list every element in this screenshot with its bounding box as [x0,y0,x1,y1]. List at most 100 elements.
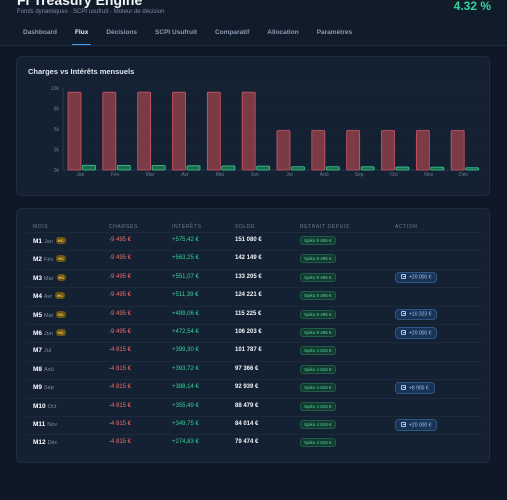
table-row: M5 Mai HC -9 495 € +499,06 € 115 225 € Spiko 9… [17,305,491,324]
month-name: Jan [44,239,53,245]
x-tick-label: Nov [424,172,433,178]
interets-cell: +472,54 € [172,329,199,335]
bar-charges[interactable] [346,130,361,171]
row-divider [27,360,481,362]
interets-cell: +511,39 € [172,292,199,299]
interets-cell: +388,14 € [172,384,199,391]
row-divider [27,250,481,252]
bar-charges[interactable] [241,91,256,171]
bar-charges[interactable] [276,130,291,171]
month-name: Nov [47,422,58,428]
month-cell: M4 Avr HC [33,292,65,300]
month-cell: M9 Sep [33,384,54,391]
interets-cell: +499,06 € [172,310,199,317]
bar-interets[interactable] [465,167,480,171]
bar-interets[interactable] [221,165,236,171]
tab-parametres[interactable]: Paramètres [316,29,353,36]
bar-charges[interactable] [137,91,152,171]
row-divider [27,416,481,417]
bar-charges[interactable] [415,130,430,171]
action-amount: +20 000 € [409,274,432,281]
bar-charges[interactable] [311,130,326,171]
solde-cell: 133 205 € [235,273,262,280]
charges-cell: -9 495 € [109,237,132,243]
month-name: Oct [47,403,57,410]
tab-decisions[interactable]: Décisions [106,29,138,36]
month-cell: M5 Mai HC [33,310,66,319]
app-header: FI Treasury Engine Fonds dynamiques · SC… [0,0,507,46]
row-divider [27,305,481,307]
table-row: M11 Nov -4 815 € +349,75 € 84 014 € Spiko 4 8… [17,416,491,434]
x-tick-label: Fév [111,172,120,178]
table-row: M1 Jan HC -9 495 € +575,42 € 151 080 € Spiko 9… [17,232,491,250]
month-id: M5 [33,311,43,319]
action-button[interactable]: +20 000 € [395,327,438,339]
bar-interets[interactable] [151,165,166,171]
app-title: FI Treasury Engine [17,0,143,8]
x-tick-label: Mai [216,172,224,178]
solde-cell: 101 787 € [235,347,262,354]
hc-badge: HC [55,310,66,318]
interets-cell: +355,49 € [172,402,199,409]
tab-dashboard[interactable]: Dashboard [23,29,57,36]
bar-interets[interactable] [395,166,410,171]
solde-cell: 97 366 € [235,365,259,372]
bar-interets[interactable] [430,166,445,171]
rate-value: 4.32 % [453,0,491,13]
month-id: M4 [33,293,43,301]
bar-charges[interactable] [102,91,117,171]
action-button[interactable]: +20 000 € [395,419,438,431]
x-tick-label: Aoû [320,172,329,178]
month-id: M7 [33,347,43,355]
bar-interets[interactable] [116,164,131,171]
bar-interets[interactable] [186,165,201,171]
row-divider [27,324,481,325]
action-button[interactable]: +10 323 € [395,308,438,321]
retrait-badge: Spiko 4 815 € [300,383,336,393]
bar-charges[interactable] [381,130,395,171]
tab-allocation[interactable]: Allocation [267,29,299,36]
x-tick-label: Jun [251,172,259,178]
bar-interets[interactable] [325,166,340,171]
charges-cell: -4 815 € [109,347,132,354]
retrait-badge: Spiko 9 495 € [300,272,336,282]
retrait-badge: Spiko 9 495 € [300,236,336,245]
row-divider [27,434,481,436]
bar-interets[interactable] [256,165,271,171]
charges-cell: -9 495 € [109,255,132,262]
action-button[interactable]: +8 900 € [395,382,435,394]
bar-charges[interactable] [450,130,465,171]
bar-charges[interactable] [206,91,221,171]
chart-card: Charges vs Intérêts mensuels 0k 3k 5k 8k 10k… [16,56,490,196]
solde-cell: 79 474 € [235,439,259,446]
month-name: Mar [44,275,54,282]
y-tick-label: 8k [54,107,60,113]
col-header-interets: INTÉRÊTS [172,224,202,230]
col-header-mois: MOIS [33,224,49,230]
bar-interets[interactable] [291,166,305,171]
bar-charges[interactable] [67,91,82,171]
bar-interets[interactable] [360,166,375,171]
month-name: Mai [44,312,53,319]
month-id: M1 [33,238,43,245]
tab-flux[interactable]: Flux [66,24,97,46]
month-cell: M7 Jul [33,347,51,354]
retrait-badge: Spiko 9 495 € [300,309,336,319]
header-divider [0,45,507,46]
month-name: Avr [44,294,53,301]
chart-title: Charges vs Intérêts mensuels [28,67,135,76]
bar-interets[interactable] [82,164,96,171]
month-id: M10 [33,402,46,410]
tab-scpi-usufruit[interactable]: SCPI Usufruit [155,29,197,36]
retrait-badge: Spiko 9 495 € [300,328,336,337]
action-button[interactable]: +20 000 € [395,271,438,284]
row-divider [27,397,481,399]
x-tick-label: Jul [286,172,292,178]
bar-charges[interactable] [172,91,186,171]
month-id: M6 [33,330,43,337]
x-tick-label: Sep [355,172,364,178]
tab-bar: Dashboard Flux Décisions SCPI Usufruit Compa… [14,24,361,46]
row-divider [27,268,481,270]
tab-comparatif[interactable]: Comparatif [214,29,250,36]
col-header-action: ACTION [395,224,418,230]
